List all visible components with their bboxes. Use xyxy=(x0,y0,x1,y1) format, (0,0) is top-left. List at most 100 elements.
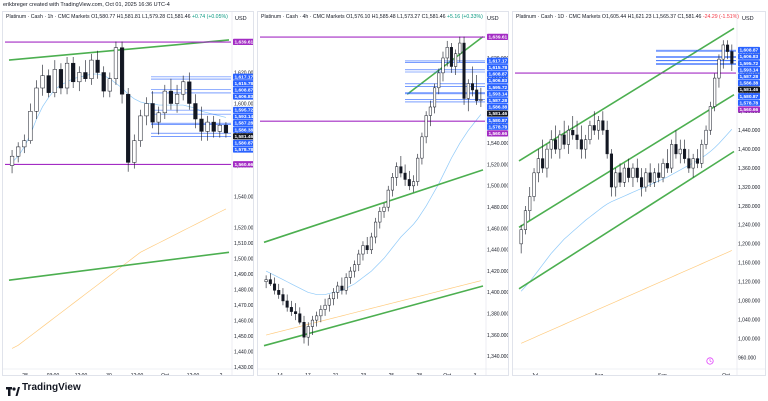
price-label-box xyxy=(738,46,760,54)
x-tick-label: 21 xyxy=(333,373,339,376)
price-label-text: 1,578.78 xyxy=(740,100,759,106)
candle-body xyxy=(449,47,453,67)
price-axis-label: 1,560.66 xyxy=(738,106,760,113)
candle-body xyxy=(52,69,57,93)
candle-body xyxy=(588,125,592,140)
tradingview-logo-icon xyxy=(6,383,20,396)
candle-body xyxy=(614,172,618,188)
candle-body xyxy=(708,106,712,131)
price-label-text: 1,578.78 xyxy=(489,124,508,130)
y-tick-label: 1,120.000 xyxy=(738,280,760,286)
candle-body xyxy=(713,77,717,107)
candle-body xyxy=(519,229,523,245)
brand-footer: TradingView xyxy=(6,382,81,396)
moving-average-fast xyxy=(11,73,227,163)
price-label-box xyxy=(738,66,760,73)
price-axis-label: 1,580.87 xyxy=(233,139,253,147)
candle-body xyxy=(721,44,725,60)
price-label-text: 1,608.87 xyxy=(740,48,759,54)
chart-panel-1h[interactable]: Platinum · Cash · 1h · CMC Markets O1,58… xyxy=(2,11,254,376)
y-tick-label: 1,160.000 xyxy=(738,261,760,267)
candle-body xyxy=(597,120,601,131)
candle-body xyxy=(454,53,458,67)
y-tick-label: 1,600.000 xyxy=(234,101,254,107)
trendline xyxy=(263,169,484,244)
candle-body xyxy=(665,163,669,169)
price-label-text: 1,581.46 xyxy=(489,111,508,117)
price-label-box xyxy=(487,110,508,117)
price-label-text: 1,587.28 xyxy=(489,98,508,104)
candle-body xyxy=(695,158,699,164)
chart-panel-1d[interactable]: Platinum · Cash · 1D · CMC Markets O1,60… xyxy=(512,11,766,376)
y-tick-label: 1,420.000 xyxy=(487,269,509,275)
price-label-text: 1,580.87 xyxy=(740,94,759,100)
y-tick-label: 1,080.000 xyxy=(738,298,760,304)
candle-body xyxy=(71,62,76,83)
x-tick-label: 28 xyxy=(417,373,423,376)
candle-body xyxy=(298,313,302,323)
chart-panel-4h[interactable]: Platinum · Cash · 4h · CMC Markets O1,57… xyxy=(257,11,509,376)
price-chart-svg[interactable]: 1,640.0001,620.0001,600.0001,580.0001,56… xyxy=(3,12,254,376)
candle-body xyxy=(285,300,289,308)
candle-body xyxy=(566,129,570,145)
price-chart-svg[interactable]: 1,640.0001,620.0001,600.0001,580.0001,56… xyxy=(258,12,509,376)
price-label-box xyxy=(233,146,253,153)
candle-body xyxy=(631,167,635,178)
y-tick-label: 1,540.000 xyxy=(234,194,254,200)
candle-body xyxy=(428,106,432,116)
candle-body xyxy=(58,69,64,89)
candle-body xyxy=(277,290,281,295)
price-axis-label: 1,581.46 xyxy=(233,133,253,140)
y-tick-label: 1,040.000 xyxy=(738,317,760,323)
price-label-box xyxy=(487,33,508,40)
price-label-text: 1,560.66 xyxy=(740,107,759,113)
price-label-text: 1,560.66 xyxy=(489,131,508,137)
candle-body xyxy=(302,321,306,338)
x-tick-label: 23 xyxy=(361,373,367,376)
candle-body xyxy=(331,292,336,300)
price-label-text: 1,580.87 xyxy=(489,118,508,124)
price-label-box xyxy=(233,106,253,114)
candle-body xyxy=(523,210,527,230)
price-axis-label: 1,639.61 xyxy=(233,38,253,46)
x-tick-label: 12:00 xyxy=(131,373,144,376)
price-label-text: 1,615.78 xyxy=(489,65,508,71)
candle-body xyxy=(162,90,167,114)
candle-body xyxy=(678,148,682,155)
price-label-text: 1,617.17 xyxy=(489,58,508,64)
price-axis-label: 1,587.28 xyxy=(487,97,508,104)
candle-body xyxy=(683,148,687,159)
candle-body xyxy=(132,140,137,163)
price-axis-label: 1,615.78 xyxy=(233,80,253,87)
price-label-text: 1,595.72 xyxy=(235,108,254,114)
price-label-box xyxy=(233,73,253,80)
candle-body xyxy=(470,83,474,91)
candle-body xyxy=(458,42,462,54)
price-label-box xyxy=(487,97,508,104)
candle-body xyxy=(9,155,15,166)
candle-body xyxy=(424,115,428,138)
candle-body xyxy=(174,93,180,104)
candle-body xyxy=(416,157,420,182)
candle-body xyxy=(532,172,536,197)
candle-body xyxy=(199,118,204,132)
price-axis-label: 1,578.78 xyxy=(738,99,760,106)
y-tick-label: 1,470.000 xyxy=(234,303,254,309)
candle-body xyxy=(407,179,411,187)
panel-header: Platinum · Cash · 4h · CMC Markets O1,57… xyxy=(261,14,483,20)
price-chart-svg[interactable]: 1,600.0001,560.0001,520.0001,480.0001,44… xyxy=(513,12,766,376)
candle-body xyxy=(315,315,319,321)
candle-body xyxy=(144,103,149,117)
candle-body xyxy=(622,167,626,183)
candle-body xyxy=(661,163,665,178)
price-axis-label: 1,617.17 xyxy=(233,73,253,80)
candle-body xyxy=(353,264,357,272)
panel-header: Platinum · Cash · 1D · CMC Markets O1,60… xyxy=(516,14,739,20)
x-tick-label: Aug xyxy=(594,373,603,376)
symbol-label: Platinum · Cash · 1D · CMC Markets xyxy=(516,14,601,20)
price-axis-label: 1,595.72 xyxy=(738,60,760,67)
candle-body xyxy=(268,279,272,285)
candle-body xyxy=(83,72,88,79)
candle-body xyxy=(336,285,340,293)
price-label-box xyxy=(233,80,253,87)
